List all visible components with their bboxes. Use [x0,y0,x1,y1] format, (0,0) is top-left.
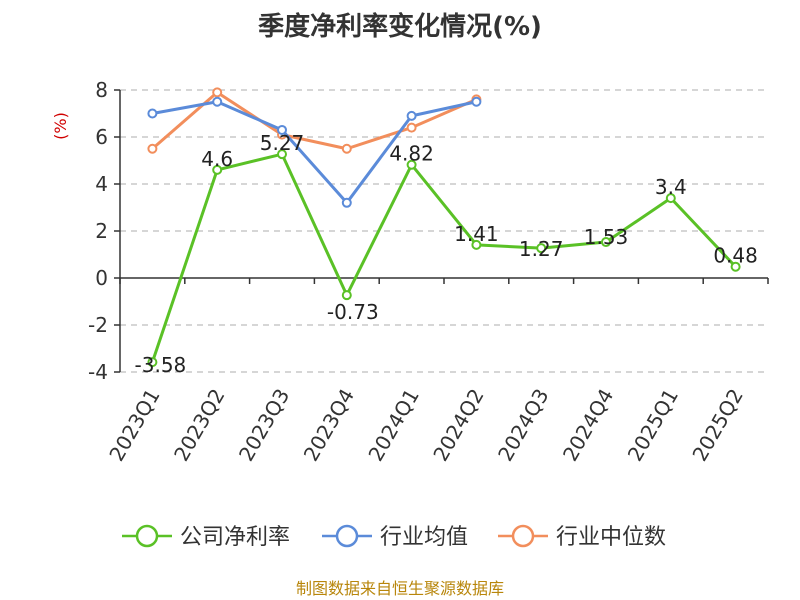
data-label: 0.48 [713,244,758,268]
data-point[interactable] [471,239,482,250]
legend-item-0[interactable]: 公司净利率 [122,524,290,550]
y-tick-label: 8 [95,78,108,102]
data-point[interactable] [341,290,352,301]
legend-marker [335,524,359,548]
data-label: 5.27 [260,131,305,155]
data-point[interactable] [341,197,352,208]
data-point[interactable] [730,261,741,272]
data-point[interactable] [601,237,611,248]
data-point[interactable] [277,149,287,160]
data-label: -0.73 [327,300,379,324]
y-axis-ticks: 8 6 4 2 0 -2 -4 [88,78,121,384]
series-line-1 [152,100,477,205]
legend-marker [135,524,159,548]
x-tick-label: 2024Q2 [428,385,488,466]
data-point[interactable] [147,357,158,368]
y-axis-unit-label: (%) [51,112,70,140]
x-axis: 2023Q1 2023Q2 2023Q3 2023Q4 2024Q1 2024Q2 2024… [104,277,769,466]
y-tick-label: 2 [95,219,108,243]
data-point[interactable] [341,143,352,154]
series-group [147,87,741,368]
data-point[interactable] [406,122,417,133]
legend-label: 行业中位数 [556,525,666,550]
legend[interactable]: 公司净利率 行业均值 行业中位数 [122,524,666,550]
y-tick-label: 0 [95,266,108,290]
legend-item-1[interactable]: 行业均值 [322,524,468,550]
x-tick-label: 2024Q3 [493,385,553,466]
data-point[interactable] [212,96,223,107]
data-point[interactable] [665,193,676,204]
data-label: 1.53 [584,225,629,249]
legend-marker [511,524,535,548]
data-point[interactable] [406,110,417,121]
y-tick-label: -4 [88,360,108,384]
data-label: 3.4 [655,175,687,199]
legend-item-2[interactable]: 行业中位数 [498,524,666,550]
data-label: -3.58 [135,353,187,377]
data-point[interactable] [536,243,547,254]
y-tick-label: 6 [95,125,108,149]
data-point[interactable] [147,143,158,154]
data-labels: -3.58 4.6 5.27 -0.73 4.82 1.41 1.27 1.53 3.4 0.48 [135,131,758,377]
x-tick-label: 2025Q1 [623,385,683,466]
x-tick-label: 2025Q2 [687,385,747,466]
x-tick-label: 2023Q4 [299,385,359,466]
data-point[interactable] [212,164,223,175]
grid-lines [120,89,768,373]
data-label: 4.82 [389,142,434,166]
x-tick-label: 2024Q1 [363,385,423,466]
data-point[interactable] [471,96,482,107]
data-point[interactable] [277,124,287,135]
y-tick-label: -2 [88,313,108,337]
x-tick-label: 2024Q4 [558,385,618,466]
x-tick-label: 2023Q2 [169,385,229,466]
data-point[interactable] [147,108,158,119]
data-label: 1.27 [519,237,564,261]
legend-label: 公司净利率 [180,525,290,550]
legend-label: 行业均值 [380,525,468,550]
x-tick-label: 2023Q1 [104,385,164,466]
y-tick-label: 4 [95,172,108,196]
data-label: 1.41 [454,222,499,246]
x-tick-label: 2023Q3 [234,385,294,466]
data-point[interactable] [212,87,223,98]
series-line-2 [151,90,477,151]
series-line-0 [150,152,737,363]
chart-title: 季度净利率变化情况(%) [258,11,542,42]
data-label: 4.6 [201,147,233,171]
data-point[interactable] [406,159,417,170]
source-note: 制图数据来自恒生聚源数据库 [296,579,504,598]
